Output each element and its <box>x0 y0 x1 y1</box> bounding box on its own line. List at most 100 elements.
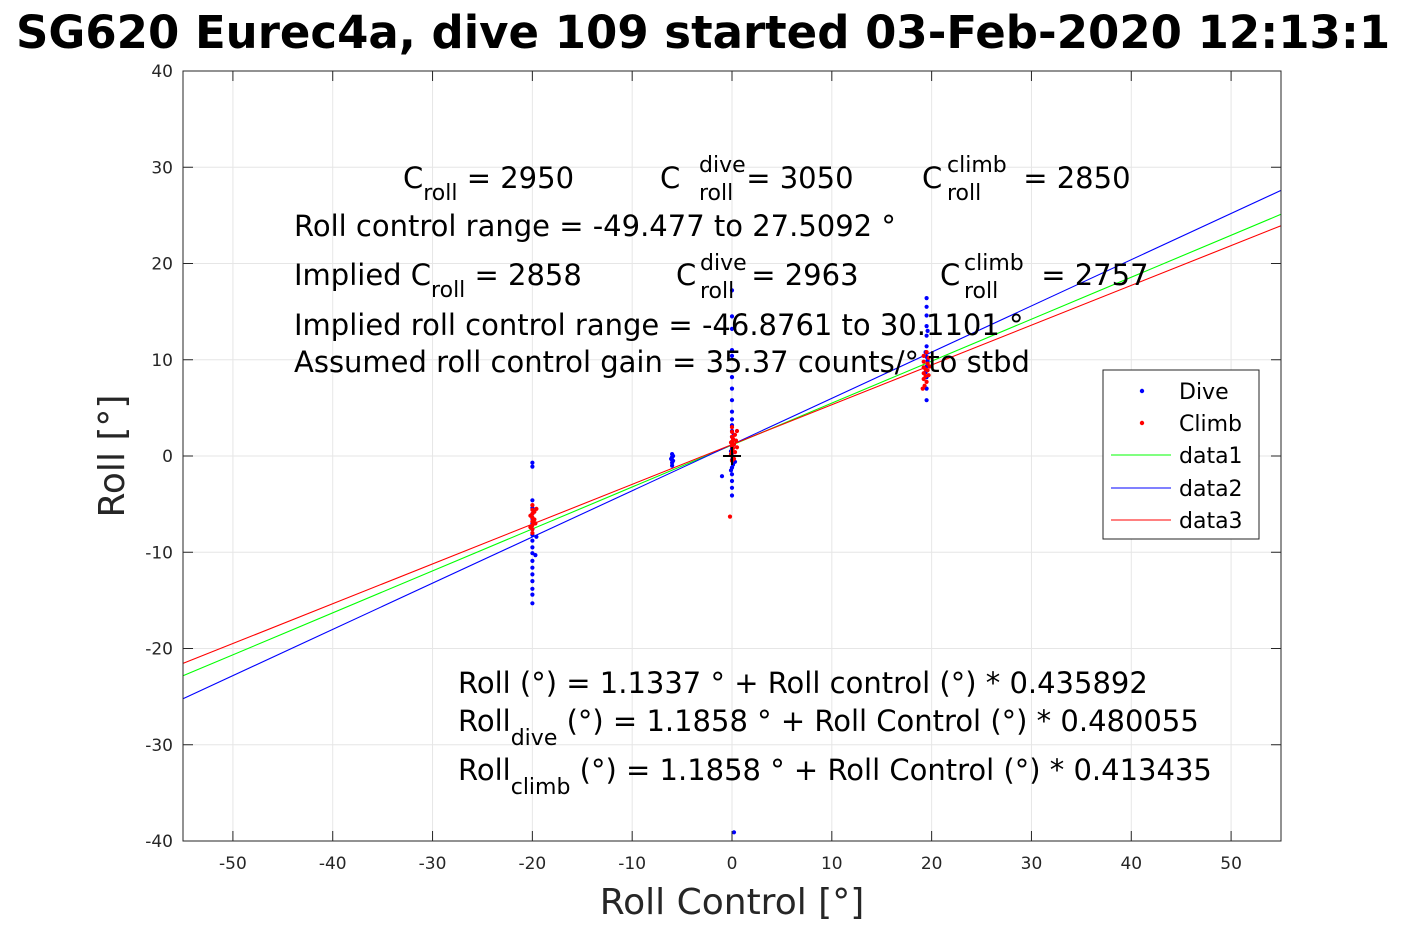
legend-climb-label: Climb <box>1179 412 1242 437</box>
point-climb <box>729 429 735 434</box>
point-climb <box>732 450 738 455</box>
point-climb <box>734 445 740 450</box>
point-climb <box>921 359 926 364</box>
point-climb <box>920 386 925 391</box>
axis-ticks: -50 -40 -30 -20 -10 0 10 20 30 40 50 -40 -30 -20 -10 0 1… <box>145 62 1281 874</box>
point-dive <box>729 348 735 353</box>
point-dive <box>728 468 734 473</box>
point-dive <box>729 478 735 484</box>
point-dive <box>669 456 674 461</box>
annotation-fit-climb: Rollclimb (°) = 1.1858 ° + Roll Control … <box>458 753 1212 800</box>
point-dive <box>729 375 735 380</box>
x-tick-label: 30 <box>1021 854 1043 874</box>
point-dive <box>925 328 930 333</box>
y-axis-label: Roll [°] <box>92 395 133 518</box>
y-tick-label: 20 <box>151 255 173 275</box>
point-climb <box>530 530 535 536</box>
point-climb <box>733 438 739 443</box>
legend: Dive Climb data1 data2 data3 <box>1102 369 1260 540</box>
x-tick-label: 20 <box>921 854 943 874</box>
point-dive <box>530 572 535 577</box>
point-climb <box>926 355 931 360</box>
point-dive <box>530 558 535 564</box>
point-climb <box>731 442 737 447</box>
x-tick-label: 10 <box>821 854 843 874</box>
x-tick-label: -40 <box>319 854 347 874</box>
point-climb <box>732 432 738 437</box>
point-dive <box>530 601 535 606</box>
y-tick-label: -10 <box>145 543 173 563</box>
point-dive <box>729 353 735 358</box>
y-tick-label: -40 <box>145 832 173 852</box>
y-tick-label: 10 <box>151 351 173 371</box>
point-dive <box>530 579 535 584</box>
point-dive <box>530 586 535 591</box>
point-dive <box>530 464 535 469</box>
point-climb <box>528 513 533 518</box>
x-tick-label: -50 <box>219 854 247 874</box>
point-climb <box>921 353 926 358</box>
x-tick-label: -10 <box>618 854 646 874</box>
point-dive <box>729 288 735 293</box>
y-tick-label: -30 <box>145 736 173 756</box>
point-climb <box>924 350 929 355</box>
point-dive <box>729 472 735 477</box>
point-climb <box>528 525 533 530</box>
point-dive <box>729 326 735 331</box>
legend-dive-label: Dive <box>1179 380 1229 405</box>
point-dive <box>530 592 535 597</box>
point-dive <box>729 493 735 498</box>
annotation-gain: Assumed roll control gain = 35.37 counts… <box>294 345 1030 379</box>
point-dive <box>924 333 929 338</box>
point-dive <box>924 304 929 309</box>
point-climb <box>531 520 536 525</box>
point-dive <box>729 386 735 391</box>
point-dive <box>670 463 675 468</box>
annotation-fit-all: Roll (°) = 1.1337 ° + Roll control (°) *… <box>458 666 1148 700</box>
point-climb <box>926 373 931 378</box>
y-tick-label: -20 <box>145 640 173 660</box>
point-dive <box>534 534 539 539</box>
point-dive <box>530 460 535 465</box>
annotation-implied-c-roll: Implied Croll = 2858 <box>294 258 582 303</box>
y-tick-label: 30 <box>151 158 173 178</box>
y-tick-label: 40 <box>151 62 173 82</box>
annotation-control-range: Roll control range = -49.477 to 27.5092 … <box>294 209 896 243</box>
x-axis-label: Roll Control [°] <box>600 882 865 923</box>
point-dive <box>924 398 929 403</box>
point-climb <box>924 379 929 384</box>
point-dive <box>530 545 535 550</box>
annotation-c-roll: Croll = 2950 <box>403 161 574 206</box>
legend-climb-marker <box>1139 420 1145 426</box>
x-tick-label: -20 <box>518 854 546 874</box>
point-climb <box>927 364 932 369</box>
point-dive <box>924 324 929 329</box>
point-dive <box>530 551 535 556</box>
origin-marker <box>723 447 741 465</box>
annotation-implied-range: Implied roll control range = -46.8761 to… <box>294 308 1024 342</box>
chart-title: SG620 Eurec4a, dive 109 started 03-Feb-2… <box>16 6 1390 59</box>
point-climb <box>734 428 740 434</box>
x-tick-label: 0 <box>727 854 738 874</box>
point-dive <box>530 498 535 503</box>
point-dive <box>719 474 725 479</box>
point-climb <box>530 503 535 508</box>
point-climb <box>728 440 734 445</box>
y-tick-label: 0 <box>162 447 173 467</box>
point-dive <box>729 398 735 403</box>
point-climb <box>925 368 930 373</box>
x-tick-label: 50 <box>1220 854 1242 874</box>
point-dive <box>731 830 737 835</box>
point-climb <box>534 506 539 511</box>
point-dive <box>530 538 535 543</box>
x-tick-label: 40 <box>1120 854 1142 874</box>
legend-data3-label: data3 <box>1179 509 1243 534</box>
point-dive <box>729 417 735 422</box>
legend-data2-label: data2 <box>1179 477 1243 502</box>
point-climb <box>727 514 733 519</box>
